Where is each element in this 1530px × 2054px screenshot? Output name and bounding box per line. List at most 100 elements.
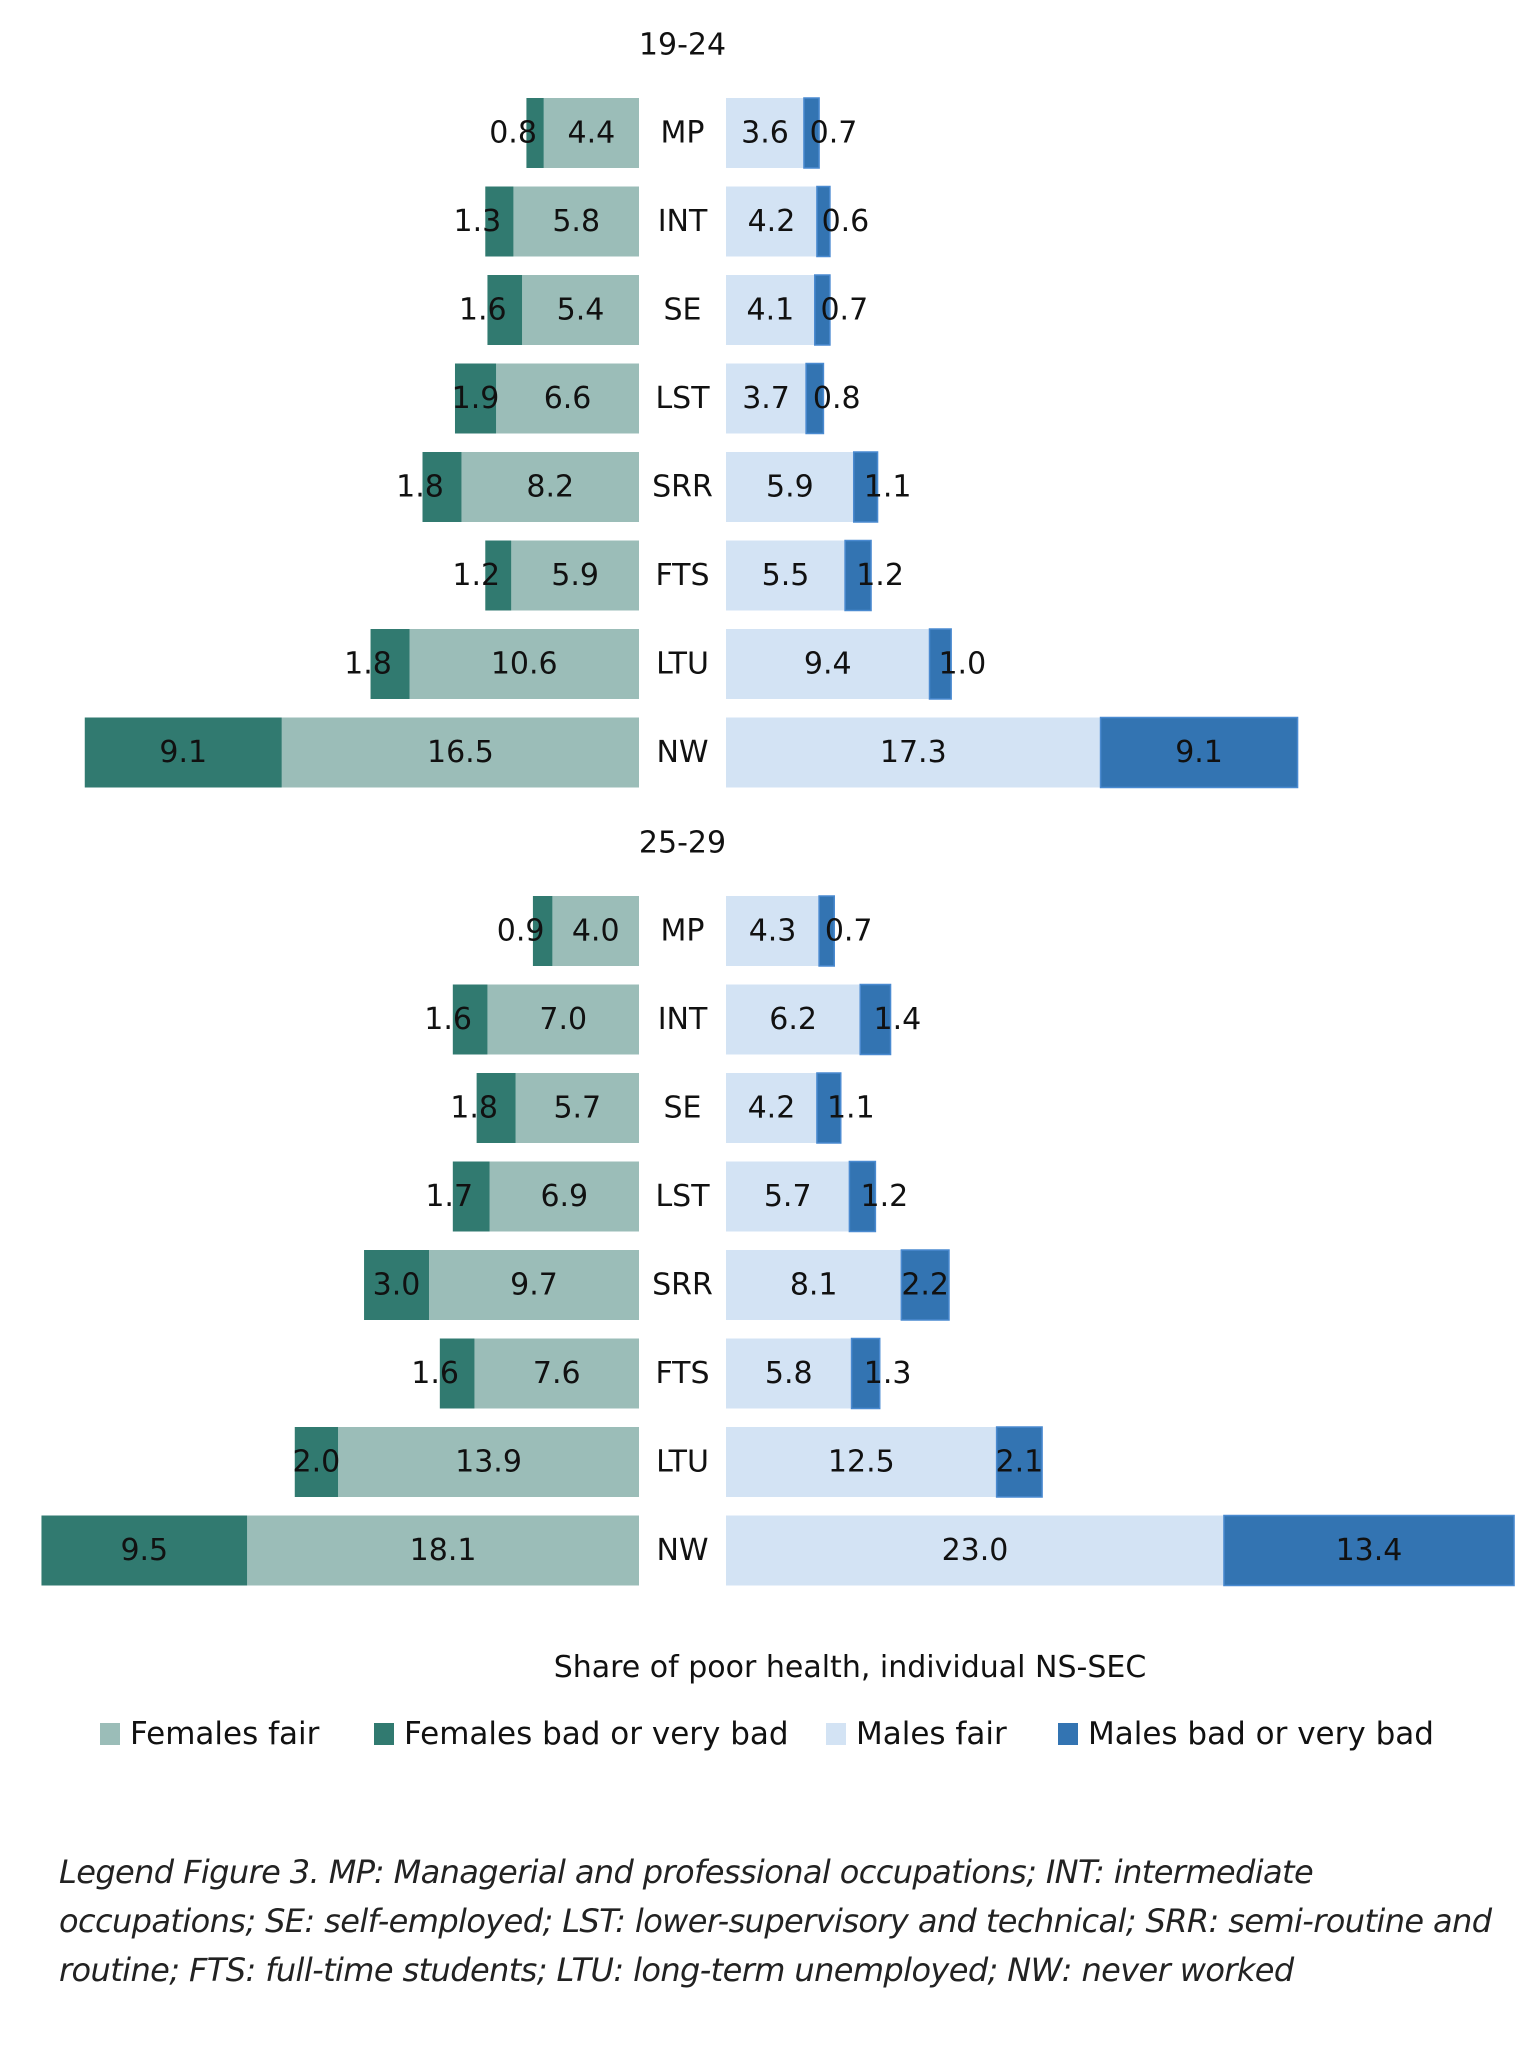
data-label-males-bad: 2.2 — [901, 1268, 949, 1303]
data-label-females-bad: 1.3 — [453, 204, 501, 239]
data-label-females-bad: 1.7 — [425, 1179, 473, 1214]
data-label-females-bad: 1.6 — [411, 1356, 459, 1391]
data-label-females-fair: 5.9 — [551, 558, 599, 593]
data-label-males-bad: 2.1 — [995, 1445, 1043, 1480]
data-label-females-fair: 16.5 — [427, 735, 494, 770]
data-label-females-bad: 9.5 — [120, 1533, 168, 1568]
bar-females-bad — [476, 1073, 516, 1143]
data-label-males-fair: 3.7 — [742, 381, 790, 416]
bar-females-fair — [487, 984, 639, 1055]
bar-males-fair — [726, 1073, 817, 1143]
data-label-males-fair: 12.5 — [828, 1445, 895, 1480]
bar-males-bad — [818, 895, 835, 967]
bar-males-bad — [816, 185, 831, 258]
bar-females-bad — [532, 896, 553, 966]
category-label: LTU — [656, 1445, 709, 1480]
data-label-males-fair: 23.0 — [942, 1533, 1009, 1568]
data-label-females-bad: 0.9 — [497, 914, 545, 949]
bar-females-fair — [338, 1427, 639, 1497]
bar-females-bad — [526, 98, 544, 168]
bar-males-bad — [844, 539, 872, 612]
bar-males-fair — [726, 896, 820, 966]
chart-legend: Females fair Females bad or very bad Mal… — [0, 1716, 1530, 1760]
bar-males-fair — [726, 1427, 997, 1497]
bar-females-bad — [294, 1427, 339, 1497]
bar-males-bad — [1099, 716, 1299, 789]
category-label: FTS — [655, 1356, 709, 1391]
bar-females-fair — [474, 1338, 639, 1409]
legend-label: Males fair — [856, 1716, 1007, 1752]
data-label-females-fair: 7.0 — [539, 1002, 587, 1037]
population-pyramid-chart: 19-24 MP 4.4 0.8 3.6 0.7 INT 5.8 1.3 4.2 0.6 SE 5.4 1… — [41, 28, 1515, 1587]
legend-label: Males bad or very bad — [1088, 1716, 1434, 1752]
data-label-males-bad: 9.1 — [1175, 735, 1223, 770]
data-label-males-bad: 13.4 — [1336, 1533, 1403, 1568]
legend-swatch-males-bad — [1058, 1723, 1078, 1745]
data-label-females-fair: 4.4 — [568, 116, 616, 151]
data-label-males-bad: 1.2 — [861, 1179, 909, 1214]
bar-females-fair — [428, 1250, 639, 1320]
data-label-males-bad: 0.8 — [813, 381, 861, 416]
legend-item-males-fair: Males fair — [826, 1716, 1007, 1752]
data-label-females-fair: 5.8 — [552, 204, 600, 239]
data-label-males-fair: 3.6 — [741, 116, 789, 151]
bar-females-fair — [552, 896, 639, 966]
bar-males-fair — [726, 717, 1101, 788]
legend-swatch-females-fair — [100, 1723, 120, 1745]
bar-males-bad — [805, 362, 825, 435]
bar-males-fair — [726, 452, 854, 522]
data-label-males-fair: 4.2 — [748, 204, 796, 239]
data-label-females-fair: 13.9 — [455, 1445, 522, 1480]
bar-males-bad — [814, 274, 831, 346]
category-label: SRR — [652, 1268, 713, 1303]
data-label-females-bad: 0.8 — [489, 116, 537, 151]
bar-males-fair — [726, 363, 807, 434]
bar-females-fair — [511, 540, 639, 611]
data-label-females-bad: 1.8 — [450, 1091, 498, 1126]
category-label: MP — [661, 914, 705, 949]
bar-females-fair — [489, 1161, 639, 1232]
legend-swatch-males-fair — [826, 1723, 846, 1745]
bar-males-fair — [726, 98, 804, 168]
data-label-females-bad: 9.1 — [159, 735, 207, 770]
data-label-females-fair: 10.6 — [491, 647, 558, 682]
bar-females-bad — [422, 452, 462, 522]
bar-males-bad — [850, 1337, 881, 1410]
data-label-females-bad: 1.6 — [424, 1002, 472, 1037]
data-label-males-fair: 9.4 — [804, 647, 852, 682]
data-label-females-bad: 3.0 — [373, 1268, 421, 1303]
bar-females-bad — [452, 984, 488, 1055]
bar-females-bad — [439, 1338, 475, 1409]
data-label-females-bad: 1.8 — [396, 470, 444, 505]
bar-females-fair — [515, 1073, 639, 1143]
bar-males-bad — [852, 451, 879, 523]
data-label-males-bad: 1.4 — [874, 1002, 922, 1037]
x-axis-title: Share of poor health, individual NS-SEC — [553, 1650, 1147, 1685]
data-label-females-fair: 5.4 — [557, 293, 605, 328]
data-label-males-fair: 5.5 — [762, 558, 810, 593]
data-label-males-fair: 4.2 — [748, 1091, 796, 1126]
bar-males-fair — [726, 186, 817, 257]
data-label-males-fair: 17.3 — [880, 735, 947, 770]
data-label-males-bad: 1.1 — [864, 470, 912, 505]
bar-females-fair — [247, 1515, 639, 1586]
bar-males-fair — [726, 629, 930, 699]
panel-title: 25-29 — [639, 826, 726, 861]
bar-females-fair — [522, 275, 639, 345]
data-label-females-fair: 4.0 — [572, 914, 620, 949]
bar-males-bad — [900, 1249, 950, 1321]
data-label-females-fair: 6.6 — [544, 381, 592, 416]
data-label-females-bad: 1.2 — [452, 558, 500, 593]
data-label-males-fair: 4.1 — [747, 293, 795, 328]
bar-females-bad — [452, 1161, 490, 1232]
data-label-females-fair: 5.7 — [553, 1091, 601, 1126]
data-label-males-bad: 1.3 — [864, 1356, 912, 1391]
bar-males-bad — [816, 1072, 842, 1144]
data-label-females-fair: 9.7 — [510, 1268, 558, 1303]
data-label-males-fair: 8.1 — [790, 1268, 838, 1303]
data-label-males-bad: 0.7 — [810, 116, 858, 151]
bar-males-fair — [726, 540, 846, 611]
category-label: SE — [664, 1091, 702, 1126]
category-label: LST — [655, 1179, 710, 1214]
data-label-females-fair: 6.9 — [540, 1179, 588, 1214]
